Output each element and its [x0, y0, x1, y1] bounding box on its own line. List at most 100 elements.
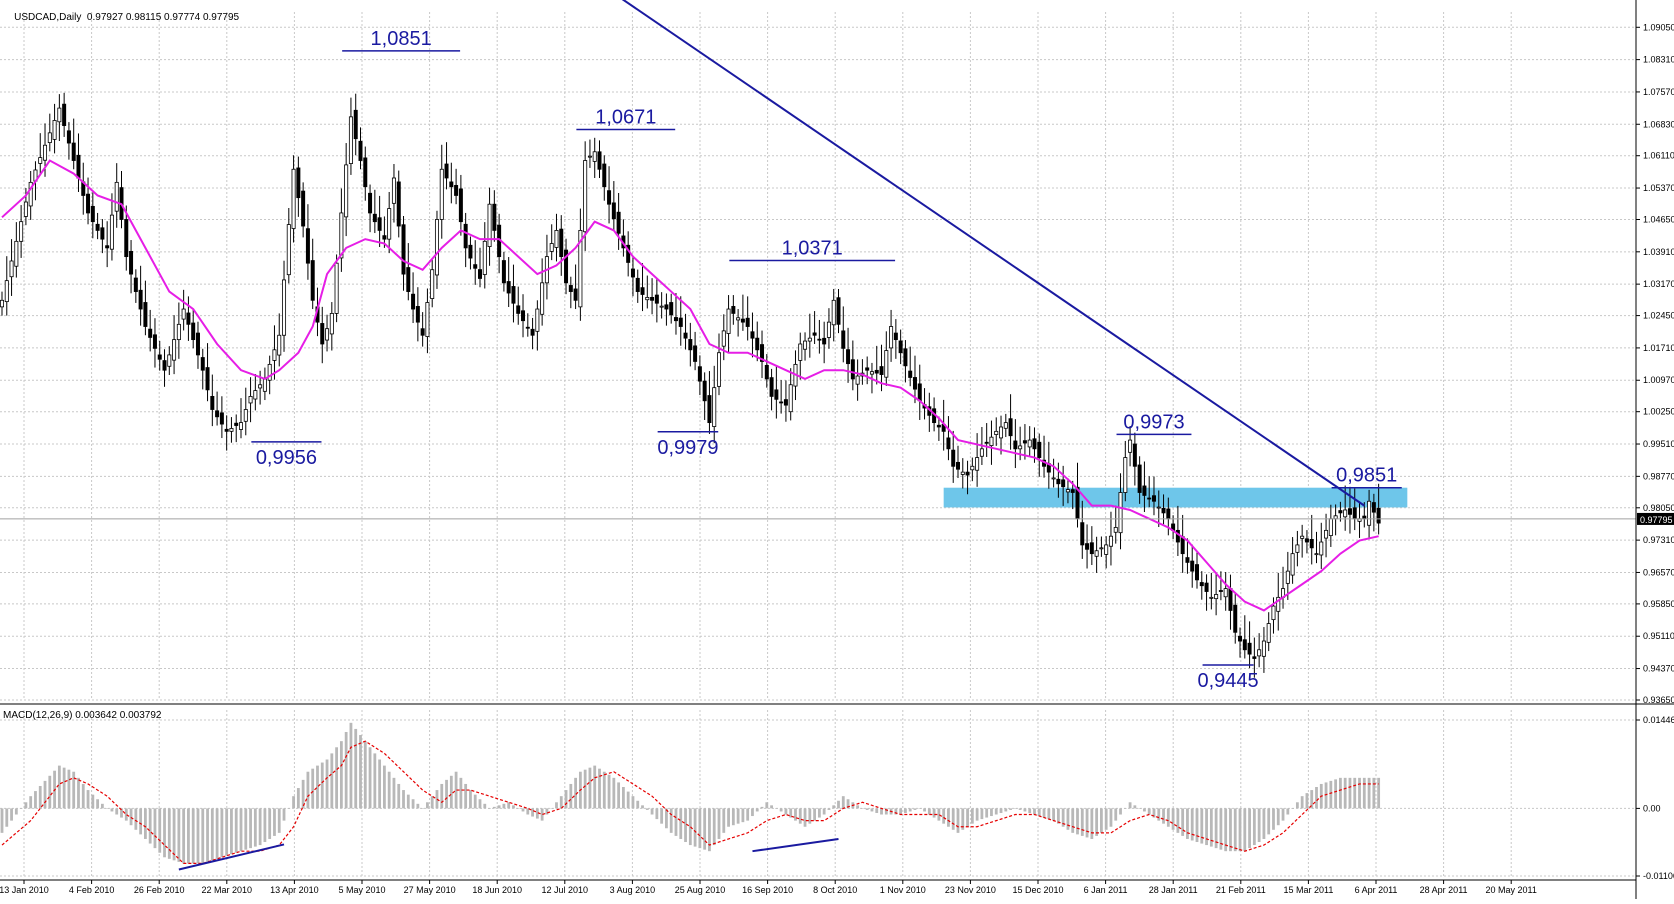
candle	[630, 257, 635, 297]
macd-bar	[1119, 808, 1122, 815]
candle	[430, 258, 435, 308]
candle	[669, 293, 674, 324]
bull-candle	[1128, 439, 1133, 453]
bull-candle	[583, 160, 588, 233]
candle	[81, 162, 86, 215]
candle	[1333, 504, 1338, 536]
macd-bar	[846, 799, 850, 809]
candle	[1257, 633, 1262, 668]
candle	[970, 457, 975, 482]
bull-candle	[291, 168, 296, 229]
macd-bar	[378, 759, 382, 809]
bear-candle	[449, 181, 454, 188]
price-level-label: 0,9956	[256, 447, 317, 469]
macd-bar	[473, 794, 477, 809]
candle	[219, 396, 224, 439]
y-tick-label: 1.00250	[1643, 407, 1674, 417]
candle	[707, 371, 712, 434]
macd-bar	[244, 808, 248, 850]
macd-bar	[999, 808, 1003, 813]
macd-bar	[57, 765, 61, 809]
macd-bar	[990, 808, 993, 817]
candle	[191, 309, 196, 349]
bull-candle	[258, 384, 263, 389]
bull-candle	[1333, 515, 1338, 520]
macd-bar	[91, 794, 95, 809]
macd-bar	[559, 796, 563, 809]
bear-candle	[912, 377, 917, 390]
macd-bar	[225, 808, 229, 856]
bull-candle	[272, 349, 277, 361]
resistance-zone	[943, 487, 1408, 508]
bear-candle	[305, 228, 310, 264]
bull-candle	[592, 151, 597, 162]
macd-bar	[1372, 777, 1376, 809]
current-price-box	[1637, 512, 1674, 525]
bull-candle	[334, 262, 339, 314]
bear-candle	[1190, 560, 1195, 572]
macd-bar	[1348, 777, 1352, 809]
macd-bar	[966, 808, 969, 827]
macd-bar	[913, 808, 917, 810]
candle	[415, 287, 420, 342]
bull-candle	[889, 326, 894, 349]
candle	[659, 292, 664, 319]
macd-bar	[29, 796, 33, 809]
price-level-label: 0,9445	[1197, 670, 1258, 692]
bull-candle	[1314, 553, 1319, 556]
bull-candle	[1295, 544, 1300, 553]
macd-bar	[258, 808, 262, 846]
macd-bar	[1076, 808, 1079, 835]
candle	[788, 368, 793, 421]
candle	[1281, 566, 1286, 609]
y-tick-label: 1.03170	[1643, 279, 1674, 289]
macd-bar	[975, 808, 979, 821]
candle	[1185, 538, 1190, 574]
macd-bar	[1157, 808, 1161, 821]
bull-candle	[1266, 623, 1271, 643]
macd-bar	[1037, 808, 1041, 817]
candle	[951, 430, 956, 483]
macd-bar	[994, 808, 998, 815]
macd-bar	[813, 808, 816, 821]
bull-candle	[587, 155, 592, 158]
x-tick-label: 25 Aug 2010	[675, 885, 726, 895]
bear-candle	[846, 349, 851, 365]
macd-bar	[359, 735, 362, 809]
macd-bar	[540, 808, 544, 821]
candle	[650, 278, 655, 315]
bear-candle	[984, 441, 989, 444]
candle	[1304, 530, 1309, 554]
candle	[272, 325, 277, 380]
macd-bar	[320, 762, 324, 809]
candle	[66, 122, 71, 160]
candle	[1233, 593, 1238, 644]
bull-candle	[4, 280, 9, 303]
candle	[473, 240, 478, 285]
macd-bar	[1248, 808, 1251, 849]
candle	[482, 222, 487, 289]
macd-bar	[392, 777, 396, 809]
macd-bar	[139, 808, 143, 835]
bear-candle	[965, 471, 970, 476]
candle	[411, 272, 416, 324]
bull-candle	[831, 299, 836, 326]
candle	[458, 174, 463, 236]
x-tick-label: 28 Jan 2011	[1149, 885, 1198, 895]
candle	[1190, 544, 1195, 588]
candle	[889, 309, 894, 362]
candle	[803, 332, 808, 361]
y-tick-label: 1.07570	[1643, 87, 1674, 97]
macd-bar	[607, 774, 611, 809]
candle	[0, 291, 4, 316]
bear-candle	[1338, 510, 1343, 514]
macd-bar	[120, 808, 123, 818]
candle	[1214, 572, 1219, 616]
bull-candle	[243, 409, 248, 422]
bear-candle	[1132, 443, 1137, 467]
candle	[114, 163, 119, 228]
macd-bar	[72, 771, 76, 809]
bear-candle	[90, 205, 95, 223]
candle	[1223, 572, 1228, 611]
macd-bar	[349, 722, 353, 809]
